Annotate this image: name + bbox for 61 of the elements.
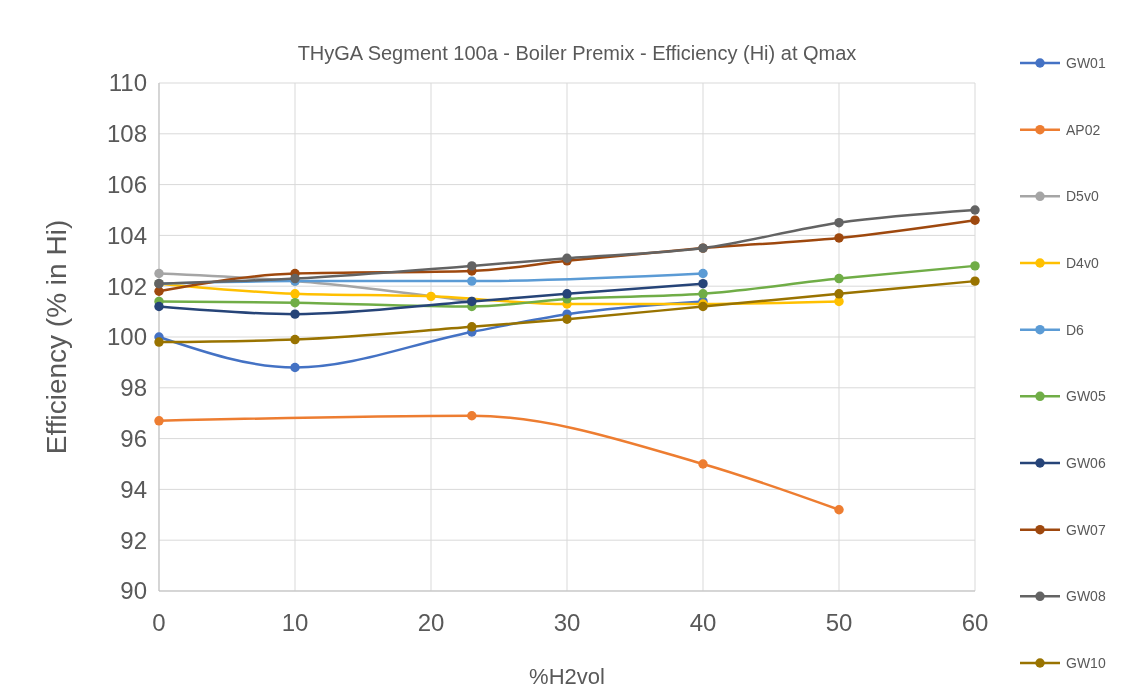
point: [562, 314, 572, 324]
point: [154, 301, 164, 312]
point: [834, 217, 844, 228]
point: [834, 233, 844, 243]
point: [290, 334, 300, 345]
point: [970, 261, 980, 271]
point: [154, 337, 164, 347]
point: [970, 205, 980, 215]
point: [426, 291, 436, 302]
point: [154, 268, 164, 279]
point: [290, 298, 300, 308]
y-tick-label: 108: [106, 120, 147, 148]
point: [834, 289, 844, 299]
y-tick-label: 90: [120, 577, 147, 605]
point: [834, 273, 844, 284]
point: [290, 289, 300, 299]
point: [467, 276, 477, 286]
point: [467, 411, 477, 421]
y-tick-label: 106: [106, 171, 147, 198]
y-tick-label: 100: [106, 323, 147, 351]
point: [290, 362, 300, 373]
x-tick-label: 50: [825, 609, 853, 636]
point: [698, 459, 708, 469]
y-tick-label: 110: [108, 69, 147, 97]
point: [834, 296, 844, 307]
chart-title: THyGA Segment 100a - Boiler Premix - Efficiency (Hi) at Qmax: [297, 42, 857, 64]
point: [562, 289, 572, 299]
point: [698, 289, 708, 299]
legend-label: GW10: [1066, 654, 1106, 671]
point: [970, 276, 980, 286]
point: [467, 322, 477, 332]
legend-label: GW08: [1066, 588, 1106, 605]
legend-label: GW01: [1066, 54, 1106, 71]
y-axis-title: Efficiency (% in Hi): [41, 219, 72, 455]
legend-label: AP02: [1066, 121, 1101, 138]
x-tick-label: 0: [152, 609, 166, 636]
legend-label: GW07: [1066, 521, 1106, 538]
x-tick-label: 60: [961, 609, 989, 636]
legend-label: D4v0: [1066, 254, 1099, 271]
y-tick-label: 102: [106, 272, 147, 300]
point: [698, 278, 708, 289]
point: [290, 309, 300, 319]
y-tick-label: 96: [120, 425, 147, 452]
legend-label: D5v0: [1066, 188, 1099, 205]
point: [698, 268, 708, 279]
x-tick-label: 40: [689, 609, 717, 636]
x-tick-label: 10: [281, 609, 309, 636]
y-tick-label: 92: [120, 526, 147, 554]
y-tick-label: 94: [120, 475, 147, 503]
x-tick-label: 30: [553, 609, 581, 636]
x-axis-title: %H2vol: [529, 664, 605, 689]
point: [834, 505, 844, 515]
legend-label: GW06: [1066, 454, 1106, 471]
legend-label: D6: [1066, 321, 1085, 338]
y-tick-label: 104: [106, 221, 147, 249]
legend-label: GW05: [1066, 388, 1106, 405]
point: [467, 261, 477, 271]
point: [154, 416, 164, 426]
x-tick-label: 20: [417, 609, 445, 636]
point: [970, 215, 980, 225]
y-tick-label: 98: [120, 374, 147, 402]
